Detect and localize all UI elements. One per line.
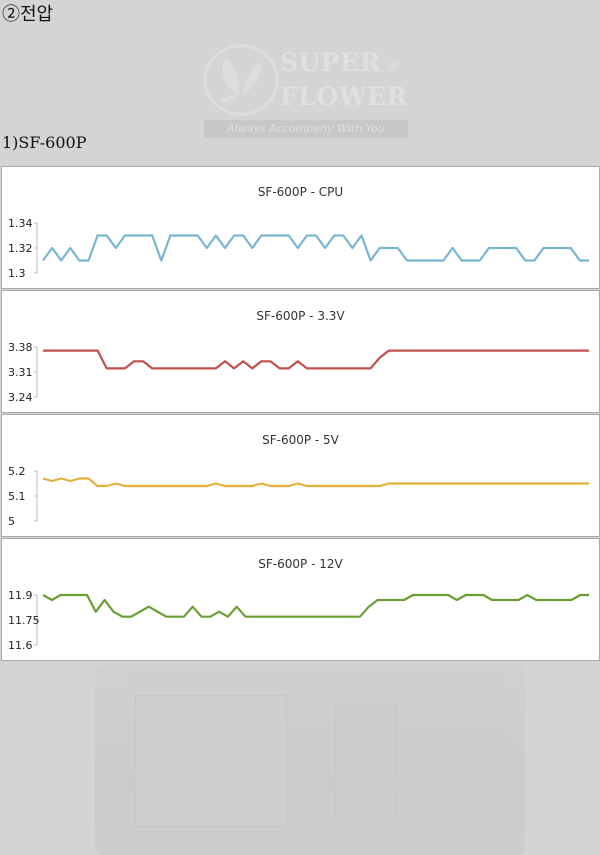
- chart-svg: SF-600P - 5V 5.2 5.1 5: [8, 433, 589, 528]
- y-tick-label: 3.24: [8, 391, 33, 404]
- logo-text-flower: FLOWER: [280, 82, 409, 111]
- chart-title: SF-600P - CPU: [258, 185, 343, 199]
- logo-text-super: SUPER: [280, 48, 381, 77]
- logo-tagline: Always Accompany With You: [204, 120, 408, 138]
- y-tick-label: 3.31: [8, 366, 33, 379]
- psu-background-image: [95, 665, 525, 855]
- section-heading: ②전압: [2, 4, 54, 25]
- y-tick-label: 5.1: [8, 490, 26, 503]
- y-tick-label: 11.6: [8, 639, 33, 652]
- y-tick-label: 1.3: [8, 267, 26, 280]
- chart-5v: SF-600P - 5V 5.2 5.1 5: [1, 414, 600, 537]
- chart-title: SF-600P - 12V: [258, 557, 343, 571]
- chart-cpu: SF-600P - CPU 1.34 1.32 1.3: [1, 166, 600, 289]
- y-tick-label: 3.38: [8, 341, 33, 354]
- chart-3v3: SF-600P - 3.3V 3.38 3.31 3.24: [1, 290, 600, 413]
- chart-12v: SF-600P - 12V 11.9 11.75 11.6: [1, 538, 600, 661]
- y-tick-label: 1.32: [8, 242, 33, 255]
- chart-svg: SF-600P - CPU 1.34 1.32 1.3: [8, 185, 589, 280]
- super-flower-watermark: SUPER ® FLOWER Always Accompany With You: [202, 40, 410, 140]
- chart-svg: SF-600P - 3.3V 3.38 3.31 3.24: [8, 309, 589, 404]
- series-line: [42, 234, 589, 262]
- chart-title: SF-600P - 5V: [262, 433, 340, 447]
- y-tick-label: 1.34: [8, 217, 33, 230]
- chart-svg: SF-600P - 12V 11.9 11.75 11.6: [8, 557, 589, 652]
- registered-mark: ®: [388, 60, 401, 75]
- y-tick-label: 11.9: [8, 589, 33, 602]
- y-tick-label: 11.75: [8, 614, 40, 627]
- y-tick-label: 5: [8, 515, 15, 528]
- butterfly-icon: [203, 44, 279, 116]
- model-subheading: 1)SF-600P: [2, 133, 87, 152]
- series-line: [43, 349, 589, 370]
- series-line: [42, 477, 589, 488]
- psu-side-panel: [335, 705, 397, 817]
- chart-title: SF-600P - 3.3V: [256, 309, 345, 323]
- series-line: [42, 593, 589, 618]
- psu-label-panel: [135, 695, 287, 827]
- y-tick-label: 5.2: [8, 465, 26, 478]
